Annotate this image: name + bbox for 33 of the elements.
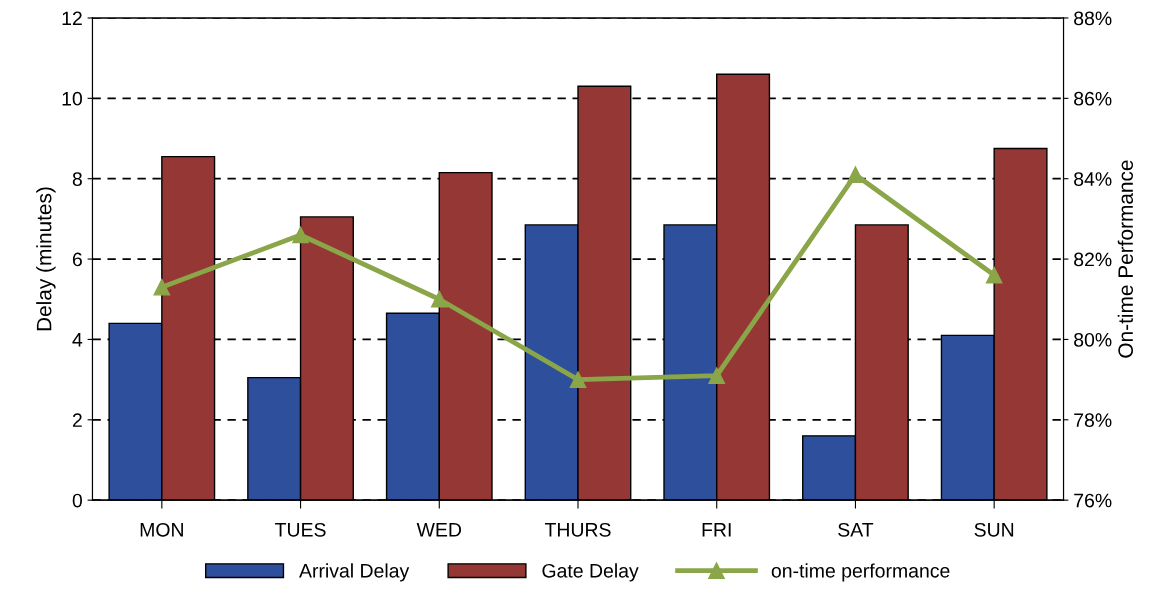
y2-tick-label: 84%	[1074, 172, 1112, 186]
y2-tick-label: 80%	[1074, 332, 1112, 347]
y2-axis-title: On-time Performance	[1117, 160, 1134, 358]
y-tick-label: 10	[62, 91, 82, 106]
point	[153, 278, 171, 296]
y2-tick-label: 82%	[1074, 252, 1112, 267]
y-tick-label: 2	[72, 413, 82, 427]
y2-tick-label: 86%	[1074, 91, 1112, 106]
y-tick-label: 8	[72, 172, 82, 186]
point	[985, 266, 1003, 284]
y-tick-label: 0	[72, 493, 82, 508]
legend-label: Arrival Delay	[299, 563, 410, 582]
point	[708, 367, 726, 384]
point	[847, 166, 864, 184]
point	[569, 371, 587, 388]
y2-tick-label: 78%	[1074, 413, 1112, 428]
x-tick-label: TUES	[275, 522, 326, 537]
y2-tick-label: 76%	[1074, 493, 1112, 508]
y-tick-label: 4	[72, 333, 83, 347]
x-tick-label: SUN	[974, 522, 1014, 537]
x-tick-label: FRI	[702, 523, 731, 537]
legend-label: on-time performance	[771, 563, 950, 582]
y-tick-label: 12	[62, 11, 82, 26]
x-tick-label: SAT	[838, 522, 874, 537]
y2-tick-label: 88%	[1074, 11, 1112, 26]
point	[430, 290, 448, 308]
x-tick-label: WED	[416, 523, 462, 537]
y-tick-label: 6	[72, 252, 82, 267]
x-tick-label: MON	[140, 522, 183, 537]
y-axis-title: Delay (minutes)	[36, 187, 56, 331]
legend-label: Gate Delay	[542, 563, 639, 582]
point	[292, 226, 309, 244]
x-tick-label: THURS	[544, 522, 611, 537]
